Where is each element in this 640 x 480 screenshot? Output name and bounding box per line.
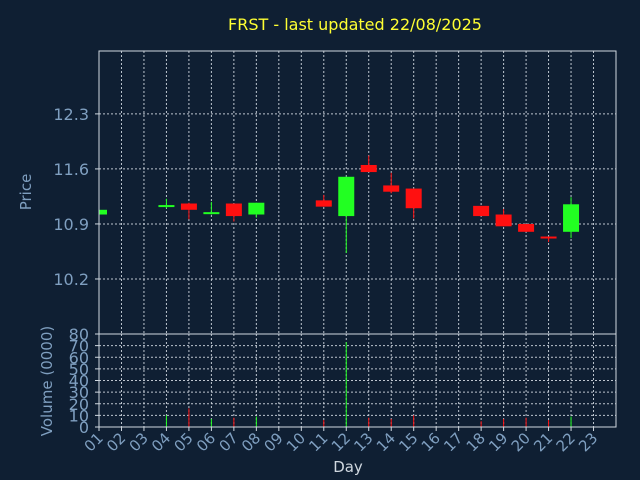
volume-tick-label: 40	[69, 372, 89, 391]
chart-title: FRST - last updated 22/08/2025	[228, 15, 482, 34]
candle-body	[315, 200, 332, 207]
candle-body	[360, 164, 377, 173]
price-grid	[99, 51, 616, 334]
price-tick-label: 12.3	[53, 105, 89, 124]
candle-body	[248, 202, 265, 215]
x-axis-label: Day	[333, 458, 363, 476]
volume-tick-label: 10	[69, 406, 89, 425]
price-frame	[98, 50, 617, 335]
candle-body	[383, 185, 400, 192]
volume-grid	[99, 334, 616, 427]
candle-body	[518, 223, 535, 232]
candle-body	[158, 205, 175, 208]
x-tick-labels: 0102030405060708091011121314151617181920…	[81, 427, 601, 455]
candle-body	[180, 203, 197, 210]
price-tick-labels: 10.2 10.9 11.6 12.3	[53, 105, 99, 289]
volume-tick-label: 80	[69, 325, 89, 344]
volume-tick-label: 20	[69, 395, 89, 414]
candle-body	[99, 209, 107, 215]
volume-tick-label: 30	[69, 383, 89, 402]
candle-body	[405, 188, 422, 209]
volume-axis-label: Volume (0000)	[38, 326, 56, 436]
candle-body	[225, 203, 242, 217]
volume-bars	[98, 342, 572, 427]
volume-tick-label: 70	[69, 337, 89, 356]
price-tick-label: 10.9	[53, 215, 89, 234]
candle-body	[473, 205, 490, 217]
candle-body	[203, 212, 220, 215]
candles	[98, 155, 580, 254]
volume-tick-label: 50	[69, 360, 89, 379]
price-tick-label: 10.2	[53, 270, 89, 289]
candle-body	[338, 176, 355, 217]
y-axis-label: Price	[17, 174, 35, 211]
price-tick-label: 11.6	[53, 160, 89, 179]
x-tick-label: 23	[575, 429, 601, 455]
candle-body	[540, 236, 557, 239]
volume-tick-label: 60	[69, 348, 89, 367]
candle-body	[563, 204, 580, 232]
volume-tick-label: 0	[79, 418, 89, 437]
axes-frames	[98, 50, 617, 428]
candle-body	[495, 214, 512, 227]
